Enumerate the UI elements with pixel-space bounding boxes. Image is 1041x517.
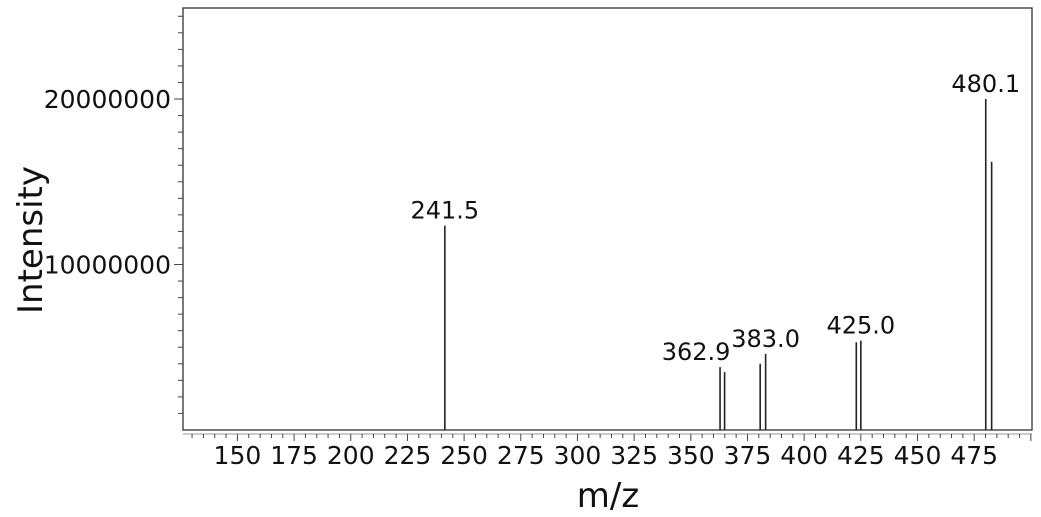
x-tick-label: 325 bbox=[610, 441, 658, 470]
plot-frame bbox=[182, 7, 1033, 431]
peak-label: 362.9 bbox=[662, 338, 731, 366]
x-tick-label: 300 bbox=[554, 441, 602, 470]
y-tick-label: 20000000 bbox=[44, 85, 171, 114]
peak-label: 480.1 bbox=[951, 70, 1020, 98]
peaks: 241.5 362.9 383.0 425.0 480.1 bbox=[410, 70, 1020, 430]
x-axis: 150 175 200 225 250 275 300 325 350 375 400 425 450 4… bbox=[183, 433, 1032, 470]
x-tick-label: 475 bbox=[950, 441, 998, 470]
x-tick-label: 250 bbox=[440, 441, 488, 470]
x-tick-label: 150 bbox=[214, 441, 262, 470]
x-tick-label: 200 bbox=[327, 441, 375, 470]
peak-label: 383.0 bbox=[731, 325, 800, 353]
x-tick-label: 350 bbox=[667, 441, 715, 470]
x-tick-label: 375 bbox=[724, 441, 772, 470]
y-axis: 10000000 20000000 bbox=[44, 15, 183, 414]
x-tick-label: 175 bbox=[270, 441, 318, 470]
x-tick-label: 450 bbox=[894, 441, 942, 470]
x-tick-label: 425 bbox=[837, 441, 885, 470]
y-axis-title: Intensity bbox=[11, 166, 51, 314]
y-tick-label: 10000000 bbox=[44, 251, 171, 280]
x-tick-label: 225 bbox=[384, 441, 432, 470]
x-tick-label: 275 bbox=[497, 441, 545, 470]
peak-label: 425.0 bbox=[826, 312, 895, 340]
peak-label: 241.5 bbox=[410, 197, 479, 225]
x-axis-title: m/z bbox=[577, 476, 639, 516]
x-tick-label: 400 bbox=[780, 441, 828, 470]
